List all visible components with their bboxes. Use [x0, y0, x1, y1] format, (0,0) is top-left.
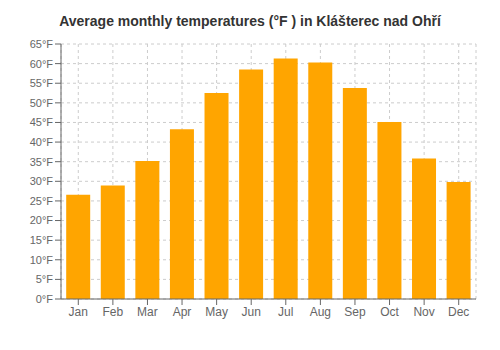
svg-text:5°F: 5°F [36, 273, 54, 285]
svg-text:55°F: 55°F [30, 77, 54, 89]
svg-text:25°F: 25°F [30, 195, 54, 207]
svg-text:10°F: 10°F [30, 254, 54, 266]
svg-text:Jan: Jan [69, 305, 88, 319]
svg-text:Jun: Jun [242, 305, 261, 319]
svg-text:Oct: Oct [380, 305, 399, 319]
svg-text:Aug: Aug [310, 305, 331, 319]
svg-text:Mar: Mar [137, 305, 158, 319]
svg-text:May: May [205, 305, 228, 319]
svg-text:30°F: 30°F [30, 175, 54, 187]
svg-text:Sep: Sep [344, 305, 366, 319]
svg-text:15°F: 15°F [30, 234, 54, 246]
html-text:Average monthly temperatures (: Average monthly temperatures (°F ) in Kl… [59, 13, 441, 29]
svg-text:20°F: 20°F [30, 214, 54, 226]
svg-text:Feb: Feb [103, 305, 124, 319]
svg-text:45°F: 45°F [30, 116, 54, 128]
svg-text:65°F: 65°F [30, 38, 54, 50]
svg-text:Apr: Apr [173, 305, 192, 319]
svg-text:Dec: Dec [448, 305, 469, 319]
svg-text:60°F: 60°F [30, 58, 54, 70]
svg-text:40°F: 40°F [30, 136, 54, 148]
svg-text:50°F: 50°F [30, 97, 54, 109]
svg-text:Nov: Nov [413, 305, 434, 319]
svg-text:35°F: 35°F [30, 156, 54, 168]
svg-text:0°F: 0°F [36, 293, 54, 305]
svg-text:Jul: Jul [278, 305, 293, 319]
